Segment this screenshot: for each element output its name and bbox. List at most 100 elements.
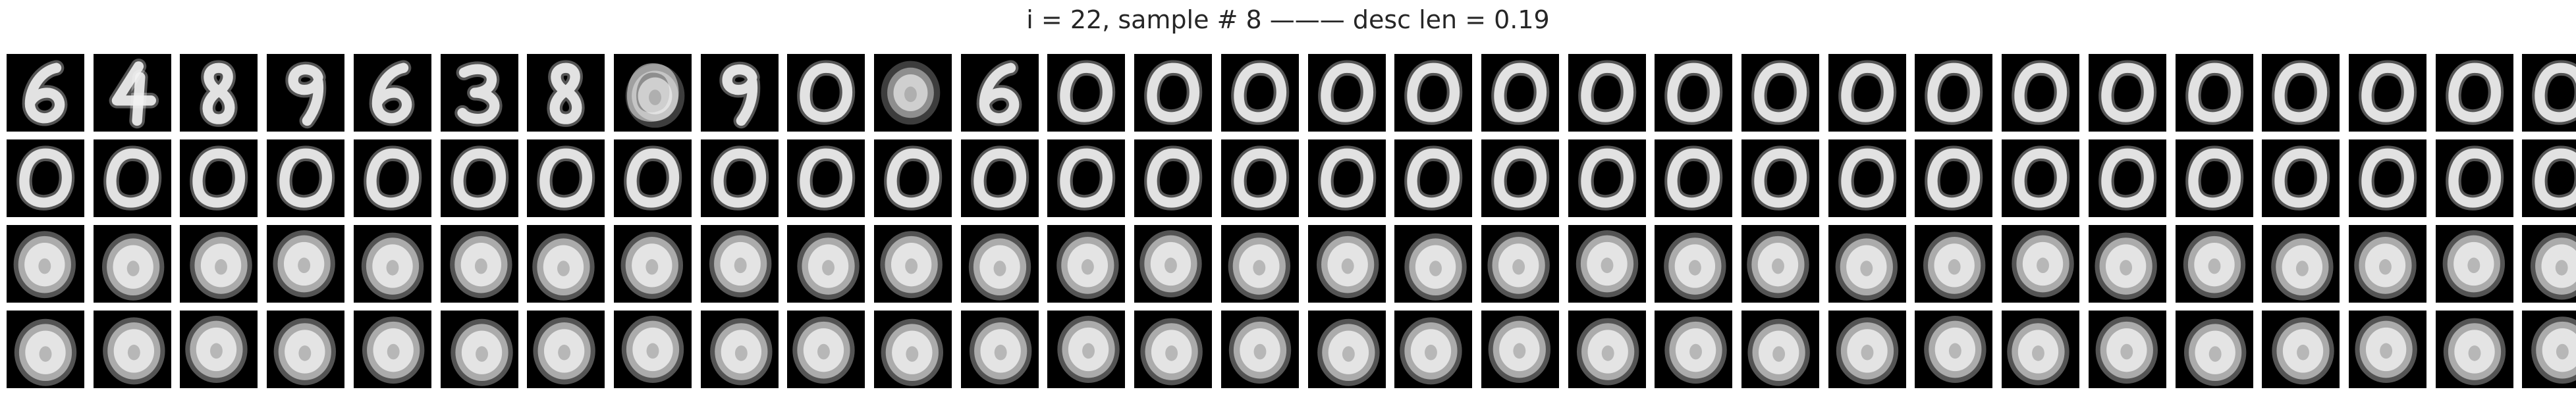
image-tile xyxy=(1915,139,1993,217)
image-tile xyxy=(960,54,1039,132)
image-tile xyxy=(1220,311,1299,388)
digit-image xyxy=(362,316,425,384)
image-tile xyxy=(700,54,779,132)
digit-image xyxy=(709,230,771,297)
digit-image xyxy=(103,145,161,211)
image-tile xyxy=(2262,139,2340,217)
digit-image xyxy=(1925,145,1983,211)
digit-image xyxy=(1925,60,1983,125)
digit-image xyxy=(2359,60,2417,125)
image-tile xyxy=(2002,54,2080,132)
image-tile xyxy=(2435,54,2513,132)
image-tile xyxy=(267,54,345,132)
image-tile xyxy=(2348,54,2426,132)
image-tile xyxy=(1481,54,1559,132)
digit-image xyxy=(2355,316,2417,383)
digit-image xyxy=(709,318,773,386)
image-tile xyxy=(180,311,258,388)
digit-image xyxy=(2183,318,2246,386)
image-tile xyxy=(2175,311,2253,388)
digit-image xyxy=(190,145,248,211)
image-tile xyxy=(1134,139,1213,217)
image-tile xyxy=(1047,54,1126,132)
image-tile xyxy=(1481,311,1559,388)
image-tile xyxy=(1134,54,1213,132)
digit-image xyxy=(2442,230,2505,297)
image-tile xyxy=(1828,311,1906,388)
image-tile xyxy=(353,139,431,217)
digit-image xyxy=(13,231,76,299)
digit-image xyxy=(1144,60,1203,125)
digit-image xyxy=(2532,145,2576,211)
image-tile xyxy=(440,139,518,217)
digit-image xyxy=(884,145,943,211)
image-tile xyxy=(960,139,1039,217)
image-tile xyxy=(1394,311,1473,388)
image-tile xyxy=(700,225,779,303)
image-tile xyxy=(1047,311,1126,388)
digit-image xyxy=(1747,318,1810,386)
image-tile xyxy=(1307,54,1386,132)
image-tile xyxy=(353,225,431,303)
digit-image xyxy=(1404,145,1463,211)
digit-image xyxy=(1404,233,1467,301)
image-tile xyxy=(2002,139,2080,217)
image-tile xyxy=(440,54,518,132)
image-tile xyxy=(787,139,865,217)
digit-image xyxy=(1144,145,1203,211)
image-tile xyxy=(93,225,171,303)
digit-image xyxy=(1923,232,1986,299)
image-tile xyxy=(93,139,171,217)
digit-image xyxy=(1747,231,1809,299)
digit-image xyxy=(620,232,683,299)
digit-image xyxy=(2271,233,2334,301)
digit-image xyxy=(880,231,943,299)
digit-image xyxy=(1576,318,1639,386)
image-tile xyxy=(2175,139,2253,217)
digit-image xyxy=(1836,317,1898,385)
image-tile xyxy=(874,225,952,303)
digit-image xyxy=(621,316,684,383)
image-tile xyxy=(1568,54,1646,132)
digit-image xyxy=(2445,145,2504,211)
image-tile xyxy=(1307,225,1386,303)
image-tile xyxy=(93,311,171,388)
digit-image xyxy=(2098,145,2156,211)
image-tile xyxy=(874,311,952,388)
digit-image xyxy=(1400,317,1462,385)
digit-image xyxy=(719,61,760,129)
digit-image xyxy=(710,145,769,211)
image-tile xyxy=(7,225,84,303)
digit-image xyxy=(624,145,682,211)
digit-image xyxy=(1317,60,1376,125)
image-tile xyxy=(527,311,605,388)
image-tile xyxy=(1047,225,1126,303)
digit-image xyxy=(273,230,335,297)
digit-image xyxy=(2532,60,2576,125)
digit-image xyxy=(1577,145,1636,211)
digit-image xyxy=(1924,316,1987,383)
image-tile xyxy=(1134,311,1213,388)
image-tile xyxy=(1655,54,1733,132)
image-tile xyxy=(1741,54,1819,132)
image-tile xyxy=(787,225,865,303)
image-tile xyxy=(1220,139,1299,217)
image-tile xyxy=(2088,139,2166,217)
image-tile xyxy=(2088,225,2166,303)
digit-image xyxy=(1664,145,1723,211)
digit-image xyxy=(1228,316,1291,384)
digit-image xyxy=(277,145,335,211)
image-tile xyxy=(613,54,692,132)
digit-image xyxy=(1056,232,1119,299)
image-tile xyxy=(2002,311,2080,388)
digit-image xyxy=(454,61,502,127)
image-tile xyxy=(700,139,779,217)
image-tile xyxy=(1394,54,1473,132)
digit-image xyxy=(1057,145,1116,211)
digit-image xyxy=(1057,60,1116,125)
image-tile xyxy=(1568,311,1646,388)
image-tile xyxy=(2262,54,2340,132)
image-tile xyxy=(960,311,1039,388)
digit-image xyxy=(1487,232,1550,299)
digit-image xyxy=(537,145,595,211)
